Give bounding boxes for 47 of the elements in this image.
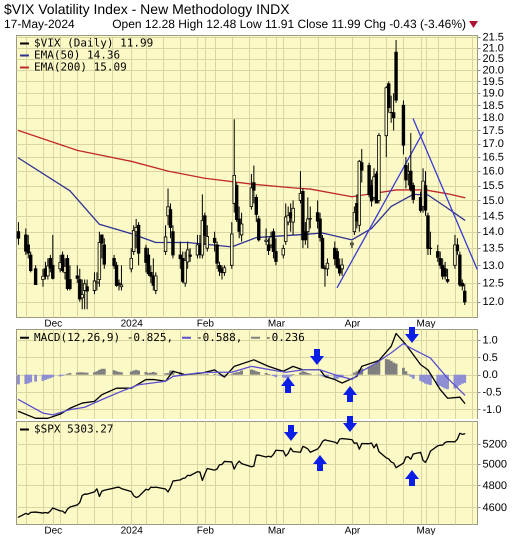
y-tick-label: 18.5 [482, 100, 504, 112]
x-tick-label: 2024 [120, 526, 144, 536]
y-tick-label: 15.0 [482, 194, 504, 207]
y-tick-label: 12.5 [482, 278, 504, 290]
text: Open 12.28 High 12.48 Low 11.91 Close 11.99 Chg -0.43 (-3.46%) [112, 17, 466, 31]
y-tick-label: 0.5 [482, 352, 498, 364]
y-tick-label: 5200 [482, 438, 507, 450]
y-tick-label: 4600 [482, 502, 507, 514]
y-tick-label: 1.0 [482, 334, 498, 347]
y-tick-label: 16.5 [482, 152, 504, 164]
y-tick-label: 19.5 [482, 76, 504, 88]
y-tick-label: 13.5 [482, 242, 504, 255]
y-tick-label: -1.0 [482, 404, 502, 416]
y-tick-label: 0.0 [482, 369, 498, 382]
legend-label: MACD(12,26,9) -0.825, [34, 330, 174, 344]
chart-title: $VIX Volatility Index - New Methodology INDX [4, 1, 290, 17]
y-tick-label: 12.0 [482, 296, 504, 308]
x-tick-label: Dec [44, 526, 62, 536]
y-tick-label: 15.5 [482, 180, 504, 192]
x-tick-label: 2024 [120, 318, 144, 330]
legend-label: $SPX 5303.27 [34, 422, 114, 436]
legend-label: -0.236 [265, 330, 305, 344]
x-tick-label: Mar [268, 318, 286, 330]
y-tick-label: 21.5 [482, 32, 504, 44]
y-tick-label: 20.0 [482, 64, 504, 76]
x-tick-label: Dec [44, 318, 62, 330]
y-tick-label: 17.0 [482, 138, 504, 150]
legend-label: -0.588, [196, 330, 242, 344]
legend-label: EMA(200) 15.09 [34, 60, 127, 74]
y-tick-label: 4800 [482, 480, 507, 492]
y-tick-label: 5000 [482, 458, 507, 471]
legend-label: $VIX (Daily) 11.99 [34, 36, 154, 50]
y-tick-label: 16.0 [482, 166, 504, 178]
y-tick-label: 17.5 [482, 124, 504, 137]
y-tick-label: -0.5 [482, 386, 502, 398]
chart-subtitle: 17-May-2024 [4, 17, 75, 31]
x-tick-label: Feb [196, 318, 214, 330]
y-tick-label: 19.0 [482, 88, 504, 100]
y-tick-label: 21.0 [482, 42, 504, 54]
x-tick-label: Feb [196, 526, 214, 536]
legend-label: EMA(50) 14.36 [34, 48, 120, 62]
y-tick-label: 14.0 [482, 226, 504, 238]
y-tick-label: 13.0 [482, 260, 504, 272]
y-tick-label: 20.5 [482, 53, 504, 66]
y-tick-label: 18.0 [482, 112, 504, 124]
y-tick-label: 14.5 [482, 210, 504, 222]
x-tick-label: Mar [268, 526, 286, 536]
